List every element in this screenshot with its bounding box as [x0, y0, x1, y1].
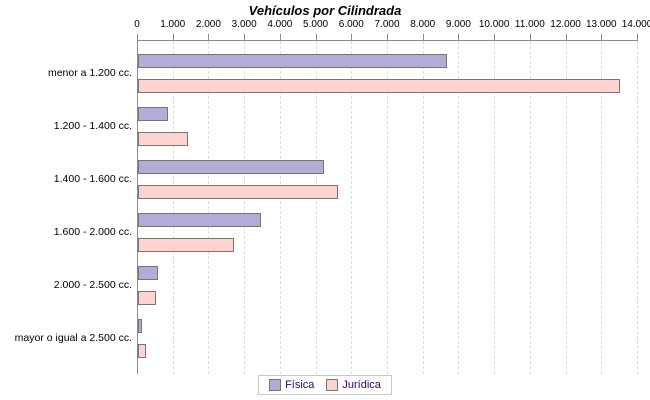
category-label: 1.600 - 2.000 cc.	[53, 226, 132, 238]
x-axis-tick	[315, 34, 317, 40]
bar-fisica-0	[138, 54, 447, 68]
gridline	[529, 41, 531, 374]
bar-juridica-3	[138, 238, 234, 252]
bar-juridica-4	[138, 291, 156, 305]
x-axis-tick-label: 10.000	[478, 19, 510, 30]
x-axis-tick	[494, 34, 496, 40]
legend-container: Física Jurídica	[0, 375, 650, 395]
bar-fisica-5	[138, 319, 142, 333]
bar-juridica-2	[138, 185, 338, 199]
gridline	[637, 41, 638, 374]
x-axis-tick	[137, 34, 138, 40]
category-label: 1.200 - 1.400 cc.	[53, 120, 132, 132]
x-axis-tick-label: 9.000	[445, 19, 471, 30]
bar-fisica-2	[138, 160, 324, 174]
x-axis-tick	[529, 34, 531, 40]
x-axis-tick	[637, 34, 638, 40]
gridline	[315, 41, 317, 374]
legend-swatch-fisica	[269, 379, 282, 391]
x-axis-tick	[601, 34, 603, 40]
category-label: 2.000 - 2.500 cc.	[53, 279, 132, 291]
x-axis-tick-label: 11.000	[514, 19, 545, 30]
x-axis-tick	[387, 34, 388, 40]
x-axis-tick	[244, 34, 246, 40]
gridline	[387, 41, 388, 374]
gridline	[494, 41, 496, 374]
bar-fisica-4	[138, 266, 158, 280]
x-axis-tick-label: 5.000	[303, 19, 329, 30]
category-label: menor a 1.200 cc.	[47, 67, 132, 79]
x-axis-tick-label: 2.000	[195, 19, 221, 30]
plot-area	[137, 40, 638, 374]
gridline	[565, 41, 567, 374]
x-axis-tick-label: 14.000	[621, 19, 650, 30]
legend-label: Física	[285, 379, 315, 391]
gridline	[172, 41, 174, 374]
gridline	[458, 41, 460, 374]
bar-fisica-3	[138, 213, 261, 227]
category-label: 1.400 - 1.600 cc.	[53, 173, 132, 185]
bar-juridica-1	[138, 132, 188, 146]
bar-fisica-1	[138, 107, 168, 121]
x-axis-tick	[351, 34, 353, 40]
legend-item: Física	[269, 379, 314, 391]
x-axis-tick	[279, 34, 281, 40]
x-axis-tick	[208, 34, 210, 40]
legend-swatch-juridica	[326, 379, 339, 391]
x-axis-tick-label: 0	[134, 19, 140, 30]
x-axis-tick	[458, 34, 460, 40]
category-label: mayor o igual a 2.500 cc.	[14, 332, 132, 344]
gridline	[244, 41, 246, 374]
gridline	[422, 41, 424, 374]
x-axis-tick-label: 8.000	[410, 19, 436, 30]
x-axis-tick	[565, 34, 567, 40]
gridline	[601, 41, 603, 374]
x-axis-tick-label: 1.000	[160, 19, 186, 30]
x-axis-tick-label: 3.000	[231, 19, 257, 30]
x-axis-tick-label: 13.000	[585, 19, 617, 30]
legend-label: Jurídica	[342, 379, 381, 391]
gridline	[279, 41, 281, 374]
x-axis-tick	[422, 34, 424, 40]
x-axis-tick-label: 12.000	[550, 19, 581, 30]
bar-juridica-5	[138, 344, 146, 358]
legend: Física Jurídica	[258, 375, 392, 395]
chart-title: Vehículos por Cilindrada	[248, 3, 402, 18]
gridline	[208, 41, 210, 374]
x-axis-tick-label: 7.000	[374, 19, 400, 30]
legend-item: Jurídica	[326, 379, 381, 391]
gridline	[351, 41, 353, 374]
bar-juridica-0	[138, 79, 620, 93]
x-axis-tick-label: 6.000	[338, 19, 364, 30]
x-axis-tick	[172, 34, 174, 40]
x-axis-tick-label: 4.000	[267, 19, 293, 30]
